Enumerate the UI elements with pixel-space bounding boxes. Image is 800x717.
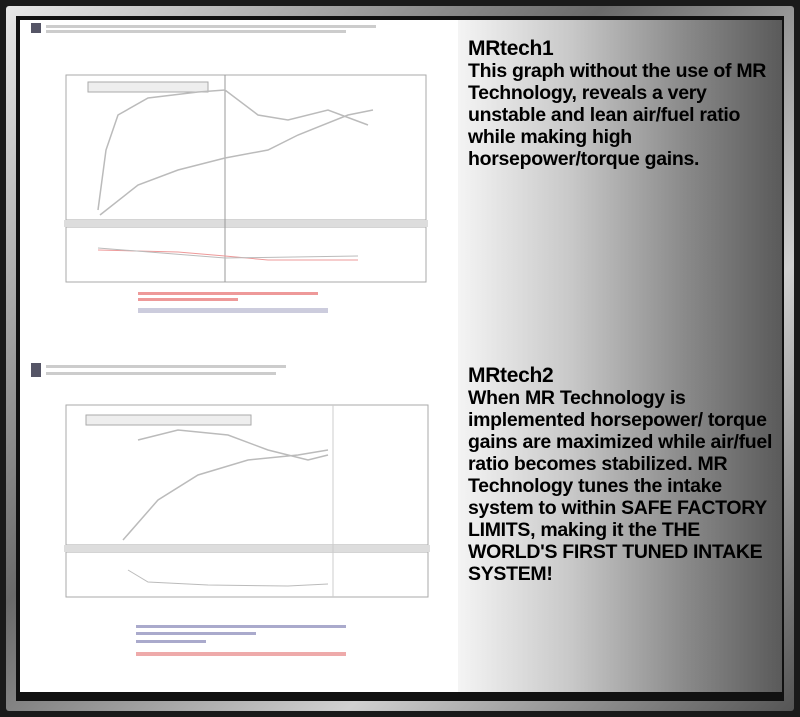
mrtech1-heading: MRtech1	[468, 37, 554, 60]
mrtech1-body: This graph without the use of MR Technol…	[468, 60, 767, 170]
mrtech1-block: MRtech1 This graph without the use of MR…	[468, 37, 768, 171]
mrtech2-body: When MR Technology is implemented horsep…	[468, 387, 773, 585]
plot-area-upper	[65, 404, 429, 546]
plot-area-lower	[65, 226, 427, 283]
dyno-logo-icon	[31, 363, 41, 377]
dyno-logo-icon	[31, 23, 41, 33]
dyno-chart-2	[31, 363, 430, 656]
dyno-chart-1	[31, 23, 428, 313]
plot-area-lower	[65, 551, 429, 598]
mrtech2-block: MRtech2 When MR Technology is implemente…	[468, 364, 780, 586]
mrtech2-heading: MRtech2	[468, 364, 554, 387]
dyno-charts-panel	[20, 20, 458, 692]
plot-area-upper	[65, 74, 427, 221]
description-panel: MRtech1 This graph without the use of MR…	[458, 20, 782, 692]
